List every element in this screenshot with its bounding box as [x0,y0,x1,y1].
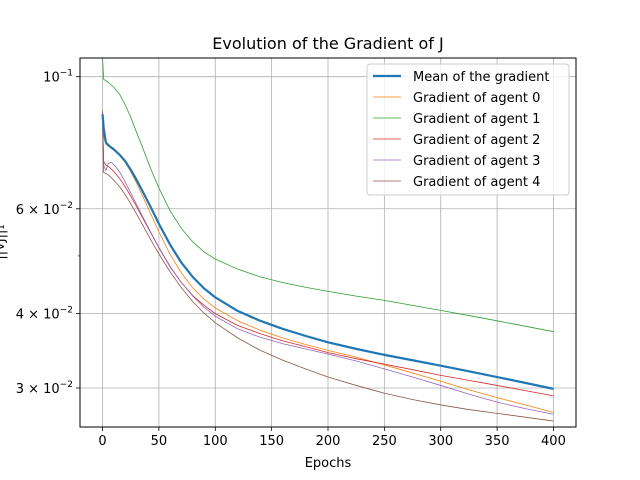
chart-title: Evolution of the Gradient of J [212,34,444,53]
legend-label-2: Gradient of agent 1 [413,112,540,127]
x-tick-label: 350 [485,434,510,449]
legend-label-1: Gradient of agent 0 [413,91,540,106]
x-axis-label: Epochs [305,456,352,471]
series-line-0 [101,114,554,390]
y-tick-label: 6 × 10−2 [16,201,73,218]
y-tick-label: 4 × 10−2 [16,306,73,323]
y-axis-label: ||∇J||₁ [0,224,8,259]
series-line-4 [102,115,554,415]
y-axis-ticks: 10−1 6 × 10−2 4 × 10−2 3 × 10−2 [16,69,80,397]
legend: Mean of the gradient Gradient of agent 0 G… [366,63,570,196]
y-tick-label: 10−1 [43,69,73,86]
x-tick-label: 100 [203,434,228,449]
series-line-5 [102,111,554,422]
x-tick-label: 200 [316,434,341,449]
x-tick-label: 250 [372,434,397,449]
series-line-2 [102,57,554,333]
x-tick-label: 50 [151,434,168,449]
legend-label-4: Gradient of agent 3 [413,154,540,169]
legend-label-3: Gradient of agent 2 [413,133,540,148]
x-axis-ticks: 0 50 100 150 200 250 300 350 400 [98,427,566,449]
legend-label-5: Gradient of agent 4 [413,175,540,190]
x-tick-label: 0 [98,434,106,449]
legend-box [366,63,570,196]
x-tick-label: 400 [541,434,566,449]
y-tick-label: 3 × 10−2 [16,380,73,397]
x-tick-label: 150 [259,434,284,449]
legend-label-0: Mean of the gradient [413,70,549,85]
x-tick-label: 300 [428,434,453,449]
series-lines [101,57,554,422]
